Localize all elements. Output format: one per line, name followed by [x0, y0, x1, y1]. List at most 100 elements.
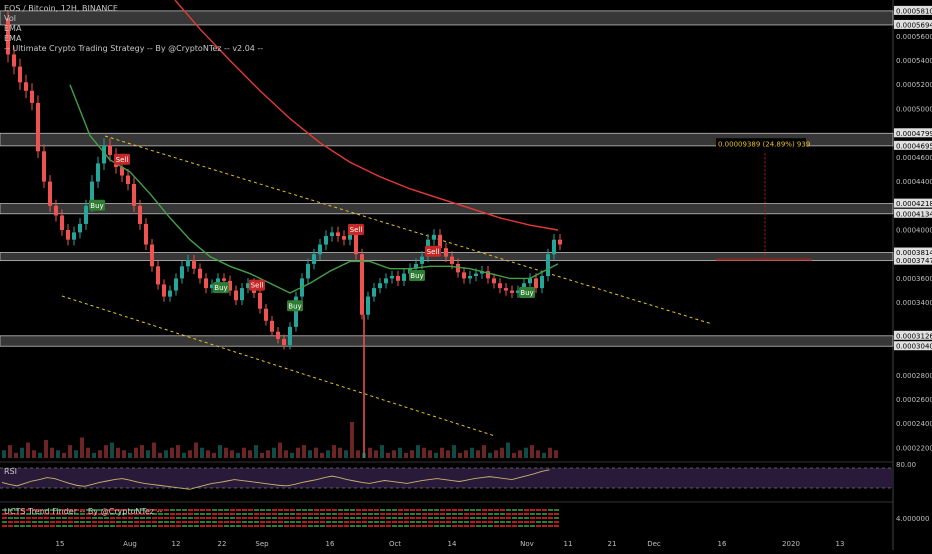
volume-bar: [62, 452, 66, 458]
trend-cell: [188, 509, 193, 511]
symbol-title[interactable]: EOS / Bitcoin, 12H, BINANCE: [4, 4, 118, 13]
candle-body: [42, 151, 46, 182]
volume-bar: [236, 452, 240, 458]
trend-cell: [320, 521, 325, 523]
trend-cell: [404, 509, 409, 511]
trend-cell: [236, 525, 241, 527]
trend-cell: [542, 509, 547, 511]
volume-bar: [134, 447, 138, 458]
trend-cell: [506, 521, 511, 523]
trend-cell: [530, 521, 535, 523]
time-tick-label: Aug: [123, 540, 137, 548]
trend-cell: [260, 521, 265, 523]
trend-cell: [440, 509, 445, 511]
trend-cell: [170, 513, 175, 515]
trend-cell: [14, 509, 19, 511]
trend-cell: [230, 517, 235, 519]
trend-cell: [200, 517, 205, 519]
trend-cell: [98, 513, 103, 515]
trend-cell: [458, 521, 463, 523]
volume-bar: [44, 440, 48, 458]
trend-cell: [350, 509, 355, 511]
trend-cell: [290, 509, 295, 511]
trend-cell: [176, 509, 181, 511]
trend-cell: [74, 513, 79, 515]
trend-cell: [374, 509, 379, 511]
volume-bar: [284, 450, 288, 458]
volume-bar: [452, 445, 456, 458]
trend-cell: [518, 521, 523, 523]
volume-bar: [26, 442, 30, 458]
trend-cell: [62, 509, 67, 511]
trend-cell: [68, 521, 73, 523]
volume-bar: [140, 445, 144, 458]
candle-body: [108, 145, 112, 155]
volume-bar: [386, 452, 390, 458]
candle-body: [186, 260, 190, 267]
volume-bar: [254, 445, 258, 458]
trend-cell: [152, 509, 157, 511]
trend-cell: [32, 509, 37, 511]
indicator-ucts[interactable]: -- Ultimate Crypto Trading Strategy -- B…: [4, 44, 264, 53]
volume-bar: [368, 447, 372, 458]
trend-cell: [380, 521, 385, 523]
trend-cell: [272, 509, 277, 511]
trend-cell: [128, 521, 133, 523]
candle-body: [48, 181, 52, 206]
sr-zone: [0, 203, 894, 215]
trend-cell: [428, 521, 433, 523]
candle-body: [6, 18, 10, 55]
trend-cell: [488, 509, 493, 511]
candle-body: [378, 283, 382, 289]
candle-body: [282, 338, 286, 345]
trend-cell: [152, 525, 157, 527]
volume-bar: [278, 442, 282, 458]
candle-body: [84, 205, 88, 224]
trend-cell: [20, 513, 25, 515]
trend-cell: [332, 521, 337, 523]
trend-cell: [434, 509, 439, 511]
candle-body: [222, 278, 226, 281]
trend-cell: [116, 513, 121, 515]
candle-body: [318, 244, 322, 255]
candle-body: [162, 284, 166, 297]
trend-cell: [206, 509, 211, 511]
trend-cell: [290, 521, 295, 523]
level-tag-bg: [894, 255, 932, 265]
trend-cell: [338, 509, 343, 511]
indicator-vol[interactable]: Vol: [4, 14, 16, 23]
indicator-ema-2[interactable]: EMA: [4, 34, 22, 43]
volume-bar: [56, 450, 60, 458]
indicator-ema-1[interactable]: EMA: [4, 24, 22, 33]
trend-cell: [50, 521, 55, 523]
trend-cell: [446, 517, 451, 519]
trend-cell: [122, 517, 127, 519]
candle-body: [132, 184, 136, 206]
trend-cell: [230, 513, 235, 515]
trend-cell: [44, 517, 49, 519]
trend-cell: [338, 521, 343, 523]
trend-cell: [56, 509, 61, 511]
trend-cell: [320, 525, 325, 527]
trend-cell: [338, 513, 343, 515]
trend-cell: [44, 521, 49, 523]
volume-bar: [536, 450, 540, 458]
candle-body: [462, 272, 466, 279]
volume-bar: [380, 445, 384, 458]
trend-cell: [8, 509, 13, 511]
rsi-panel-label[interactable]: RSI: [4, 467, 17, 476]
trend-panel-label[interactable]: UCTS Trend Finder -- By @CryptoNTez --: [4, 507, 163, 516]
trend-cell: [8, 517, 13, 519]
trend-cell: [8, 525, 13, 527]
trend-cell: [110, 513, 115, 515]
time-tick-label: 13: [836, 540, 845, 548]
volume-bar: [356, 450, 360, 458]
volume-bar: [548, 447, 552, 458]
candle-body: [534, 278, 538, 289]
